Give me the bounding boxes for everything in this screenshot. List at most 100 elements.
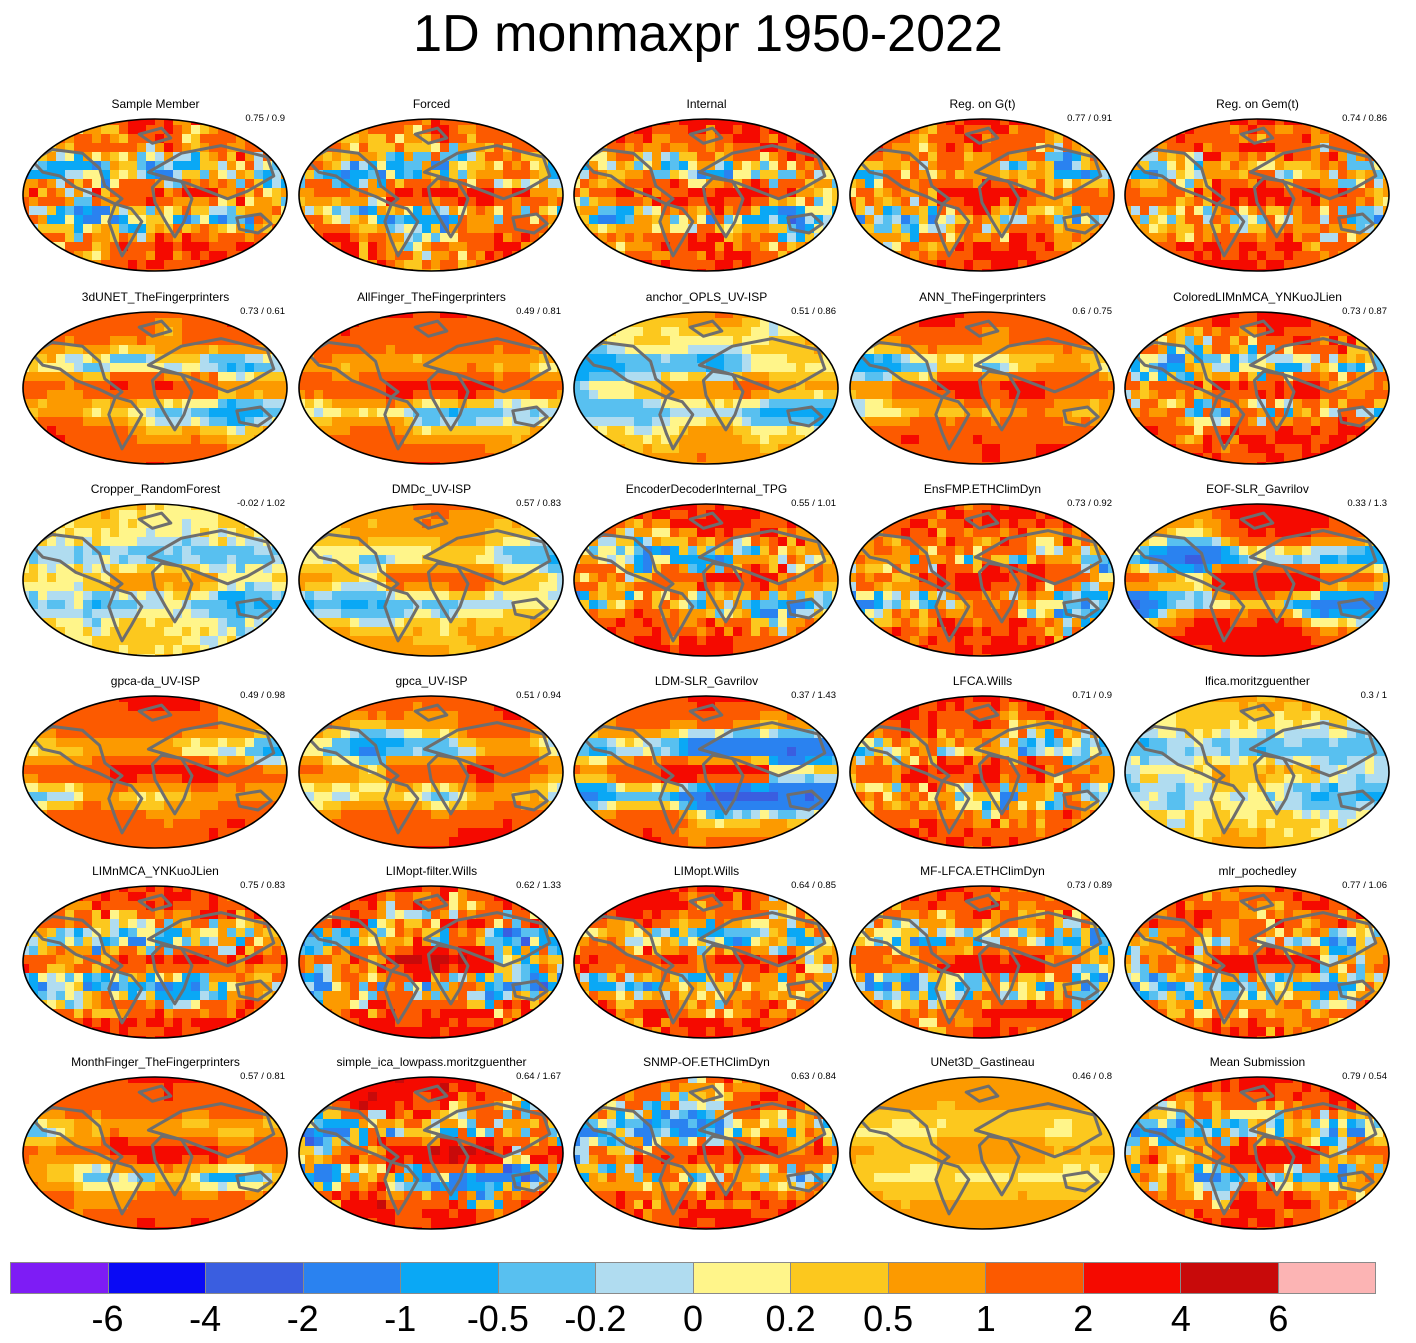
map-field <box>574 1077 838 1229</box>
map-plot <box>849 1076 1115 1230</box>
coastline <box>306 147 400 206</box>
coastline <box>413 126 449 145</box>
map-border <box>849 885 1115 1039</box>
map-field <box>23 696 287 848</box>
coastline <box>511 1170 549 1193</box>
map-plot <box>22 695 288 849</box>
panel-stats: 0.55 / 1.01 <box>791 498 836 509</box>
panel-title: EOF-SLR_Gavrilov <box>1206 482 1309 496</box>
colorbar-tick-label: 2 <box>1073 1298 1094 1339</box>
map-panel: EncoderDecoderInternal_TPG 0.55 / 1.01 <box>569 482 844 662</box>
coastline <box>934 1160 971 1216</box>
coastline <box>422 911 552 968</box>
map-plot <box>849 118 1115 272</box>
panel-title: Forced <box>412 97 451 111</box>
colorbar-box <box>791 1263 889 1293</box>
coastline <box>426 1134 470 1197</box>
coastline <box>383 395 420 451</box>
coastline <box>1209 395 1246 451</box>
coastline <box>964 893 1000 912</box>
map-field <box>850 696 1114 848</box>
map-panel: Cropper_RandomForest -0.02 / 1.02 <box>18 482 293 662</box>
panel-title: AllFinger_TheFingerprinters <box>357 290 506 304</box>
coastline <box>658 779 695 835</box>
map-panel: 3dUNET_TheFingerprinters 0.73 / 0.61 <box>18 290 293 470</box>
coastline <box>146 337 276 394</box>
map-panel: mlr_pochedley 0.77 / 1.06 <box>1120 864 1395 1044</box>
panel-title: Reg. on G(t) <box>949 97 1016 111</box>
coastline <box>150 369 194 432</box>
panel-stats: 0.46 / 0.8 <box>1072 1071 1112 1082</box>
coastline <box>977 1134 1021 1197</box>
coastline <box>1248 144 1378 201</box>
coastline <box>973 911 1103 968</box>
map-panel: UNet3D_Gastineau 0.46 / 0.8 <box>845 1055 1120 1235</box>
coastline <box>1209 202 1246 258</box>
panel-stats: 0.71 / 0.9 <box>1072 690 1112 701</box>
coastline <box>1132 340 1226 399</box>
coastline <box>1248 721 1378 778</box>
map-field <box>23 312 287 464</box>
coastline <box>150 561 194 624</box>
coastline <box>786 979 824 1002</box>
coastline <box>1239 1084 1275 1103</box>
coastline <box>426 753 470 816</box>
coastline <box>413 893 449 912</box>
coastline <box>1132 914 1226 973</box>
coastline <box>1252 176 1296 239</box>
map-panel: simple_ica_lowpass.moritzguenther 0.64 / … <box>294 1055 569 1235</box>
coastline <box>697 529 827 586</box>
panel-title: Reg. on Gem(t) <box>1216 97 1299 111</box>
coastline <box>786 789 824 812</box>
map-border <box>298 503 564 657</box>
colorbar-box <box>11 1263 109 1293</box>
coastline <box>1337 979 1375 1002</box>
map-plot <box>1124 311 1390 465</box>
coastline <box>30 340 124 399</box>
coastline <box>697 721 827 778</box>
coastline <box>697 911 827 968</box>
panel-stats: 0.73 / 0.61 <box>240 306 285 317</box>
coastline <box>107 1160 144 1216</box>
coastline <box>383 1160 420 1216</box>
map-field <box>574 886 838 1038</box>
coastline <box>137 703 173 722</box>
map-panel: Internal <box>569 97 844 277</box>
coastline <box>150 1134 194 1197</box>
map-plot <box>1124 695 1390 849</box>
coastline <box>146 1102 276 1159</box>
map-field <box>850 504 1114 656</box>
coastline <box>1062 405 1100 428</box>
coastline <box>30 1105 124 1164</box>
coastline <box>581 724 675 783</box>
coastline <box>306 724 400 783</box>
panel-stats: 0.49 / 0.81 <box>516 306 561 317</box>
map-panel: EOF-SLR_Gavrilov 0.33 / 1.3 <box>1120 482 1395 662</box>
coastline <box>964 319 1000 338</box>
map-field <box>850 886 1114 1038</box>
map-panel: EnsFMP.ETHClimDyn 0.73 / 0.92 <box>845 482 1120 662</box>
coastline <box>1248 529 1378 586</box>
map-panel: LIMopt-filter.Wills 0.62 / 1.33 <box>294 864 569 1044</box>
coastline <box>306 532 400 591</box>
coastline <box>1252 369 1296 432</box>
map-panel: gpca_UV-ISP 0.51 / 0.94 <box>294 674 569 854</box>
coastline <box>581 532 675 591</box>
map-plot <box>573 885 839 1039</box>
panel-title: mlr_pochedley <box>1218 864 1297 878</box>
map-panel: MonthFinger_TheFingerprinters 0.57 / 0.81 <box>18 1055 293 1235</box>
coastline <box>1248 1102 1378 1159</box>
coastline <box>857 340 951 399</box>
colorbar <box>10 1262 1376 1294</box>
coastline <box>1252 1134 1296 1197</box>
coastline <box>786 405 824 428</box>
panel-stats: 0.73 / 0.92 <box>1067 498 1112 509</box>
panel-title: anchor_OPLS_UV-ISP <box>645 290 768 304</box>
coastline <box>383 969 420 1025</box>
map-border <box>849 1076 1115 1230</box>
map-plot <box>573 311 839 465</box>
coastline <box>146 721 276 778</box>
coastline <box>964 126 1000 145</box>
coastline <box>688 511 724 530</box>
colorbar-tick-label: 4 <box>1170 1298 1191 1339</box>
